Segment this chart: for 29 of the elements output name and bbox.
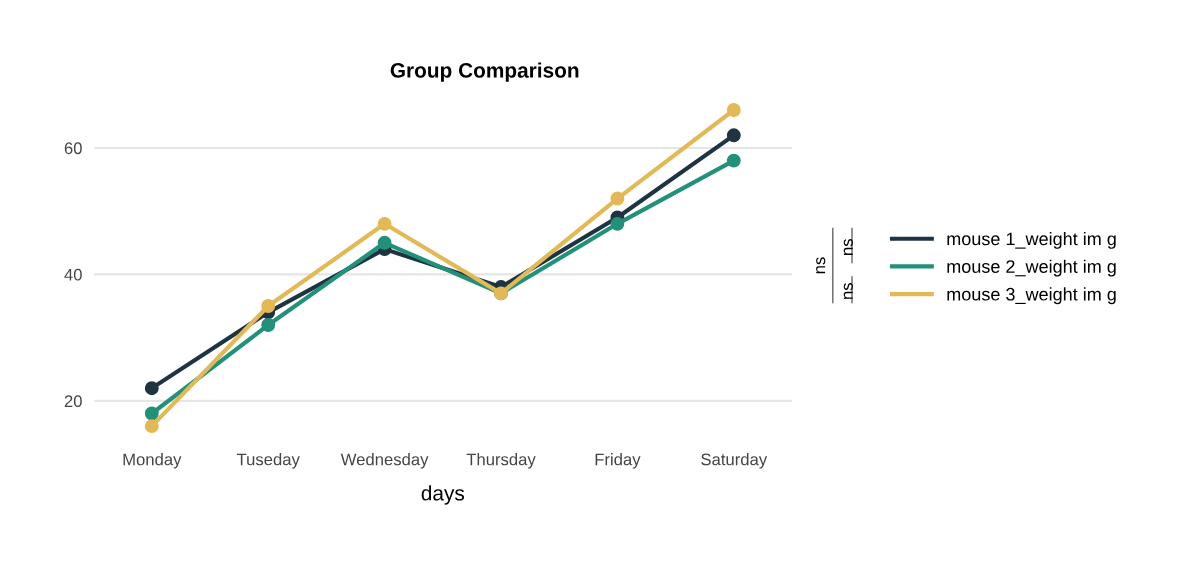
- point: [261, 318, 276, 332]
- text: ns: [843, 239, 853, 255]
- point: [261, 299, 276, 313]
- legend-label: mouse 2_weight im g: [947, 259, 1116, 277]
- chart-title: Group Comparison: [390, 62, 579, 82]
- x-tick-label: Friday: [595, 453, 641, 469]
- point: [144, 381, 159, 396]
- y-tick-label: 40: [64, 268, 82, 281]
- y-tick-label: 60: [64, 142, 82, 155]
- text: ns: [843, 283, 853, 299]
- point: [726, 128, 741, 143]
- point: [610, 191, 625, 206]
- legend-label: mouse 3_weight im g: [947, 287, 1116, 305]
- x-tick-label: Thursday: [466, 453, 536, 469]
- x-tick-label: Monday: [123, 453, 182, 469]
- y-tick-label: 20: [64, 395, 82, 408]
- point: [377, 235, 392, 250]
- x-tick-label: Saturday: [701, 453, 768, 469]
- point: [144, 406, 159, 421]
- point: [726, 153, 741, 168]
- point: [144, 419, 159, 434]
- point: [610, 216, 625, 231]
- point: [726, 103, 741, 117]
- x-tick-label: Wednesday: [340, 453, 429, 469]
- legend-label: mouse 1_weight im g: [947, 232, 1116, 249]
- x-axis-title: days: [421, 485, 465, 505]
- text: ns: [816, 257, 826, 274]
- point: [377, 216, 392, 231]
- x-tick-label: Tuseday: [236, 453, 300, 469]
